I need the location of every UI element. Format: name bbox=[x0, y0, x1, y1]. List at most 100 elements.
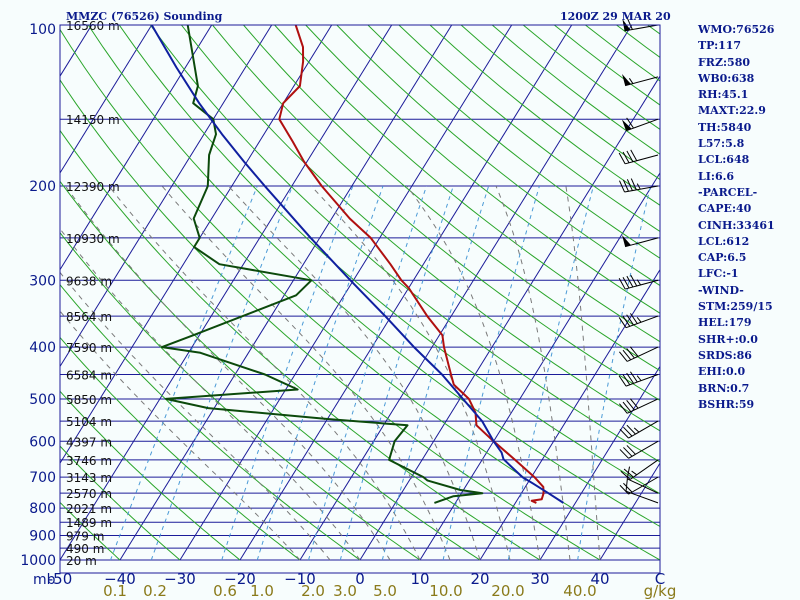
dry-adiabat-line bbox=[60, 231, 421, 561]
wind-barb bbox=[619, 346, 659, 362]
wind-barb-flag bbox=[626, 275, 634, 288]
temperature-tick-label: 30 bbox=[530, 570, 549, 588]
wind-barb-flag bbox=[626, 424, 636, 435]
wind-barb bbox=[619, 178, 659, 193]
moist-adiabat-line bbox=[60, 271, 331, 561]
mixing-ratio-line bbox=[577, 185, 651, 561]
mixing-ratio-line bbox=[256, 185, 384, 561]
sounding-index: LI:6.6 bbox=[698, 169, 735, 183]
dry-adiabat-line bbox=[60, 336, 301, 561]
temperature-unit-label: C bbox=[655, 570, 665, 588]
sounding-index: BSHR:59 bbox=[698, 397, 755, 411]
dry-adiabat-line bbox=[243, 25, 660, 372]
height-label: 7590 m bbox=[66, 341, 112, 355]
dry-adiabat-line bbox=[212, 25, 660, 401]
wind-barb-pennant bbox=[622, 235, 631, 247]
dry-adiabat-line bbox=[305, 25, 660, 314]
wind-barb-half-flag bbox=[636, 375, 642, 381]
wind-barb bbox=[619, 420, 659, 439]
wind-barb-flag bbox=[618, 278, 626, 290]
sounding-index: WMO:76526 bbox=[698, 23, 775, 36]
sounding-index: CINH:33461 bbox=[698, 218, 775, 232]
sounding-index: LCL:612 bbox=[698, 234, 750, 248]
isotherm-line bbox=[479, 268, 660, 561]
mixing-ratio-line bbox=[339, 185, 454, 561]
dry-adiabat-line bbox=[274, 25, 660, 343]
height-label: 9638 m bbox=[66, 274, 112, 288]
wind-barb-half-flag bbox=[633, 427, 640, 433]
height-label: 3143 m bbox=[66, 471, 112, 485]
mixing-ratio-label: 0.6 bbox=[213, 582, 237, 600]
parcel-profile-line bbox=[150, 25, 564, 504]
wind-barb bbox=[620, 459, 659, 480]
pressure-tick-label: 300 bbox=[29, 273, 56, 289]
pressure-tick-label: 200 bbox=[29, 179, 56, 195]
wind-barb-pennant bbox=[622, 74, 631, 86]
moist-adiabat-line bbox=[228, 185, 481, 561]
temperature-tick-label: 0 bbox=[355, 570, 365, 588]
height-label: 2570 m bbox=[66, 487, 112, 501]
pressure-tick-label: 600 bbox=[29, 434, 56, 450]
dry-adiabat-line bbox=[60, 129, 541, 561]
height-label: 14150 m bbox=[66, 113, 120, 127]
wind-barb-staff bbox=[625, 373, 659, 387]
moist-adiabat-line bbox=[108, 185, 421, 561]
wind-barb bbox=[618, 371, 659, 387]
sounding-index: CAP:6.5 bbox=[698, 251, 747, 265]
wind-barb bbox=[619, 440, 659, 459]
height-label: 5104 m bbox=[66, 415, 112, 429]
mixing-ratio-line bbox=[442, 185, 540, 561]
pressure-tick-label: 1000 bbox=[20, 553, 56, 569]
height-label: 16560 m bbox=[66, 19, 120, 33]
wind-barb-flag bbox=[626, 400, 635, 411]
dry-adiabat-line bbox=[367, 25, 660, 259]
wind-barb-staff bbox=[625, 279, 659, 290]
mixing-ratio-line bbox=[507, 185, 594, 561]
wind-barb-flag bbox=[630, 149, 638, 161]
wind-barb-flag bbox=[622, 349, 632, 361]
wind-barb-flag bbox=[626, 314, 634, 326]
wind-barb-half-flag bbox=[636, 183, 641, 190]
pressure-tick-label: 400 bbox=[29, 340, 56, 356]
height-label: 6584 m bbox=[66, 368, 112, 382]
wind-barb bbox=[625, 478, 659, 504]
dry-adiabat-line bbox=[60, 28, 660, 561]
sounding-index: RH:45.1 bbox=[698, 88, 749, 102]
sounding-indices-panel: WMO:76526 TP:117 FRZ:580 WB0:638 RH:45.1 MAXT… bbox=[698, 22, 798, 413]
wind-barb-half-flag bbox=[631, 470, 637, 476]
sounding-index: SRDS:86 bbox=[698, 348, 752, 362]
wind-barb bbox=[619, 398, 659, 414]
wind-barb-flag bbox=[622, 401, 632, 412]
wind-barb-flag bbox=[622, 179, 629, 192]
wind-barb-flag bbox=[620, 470, 631, 480]
mixing-ratio-label: 3.0 bbox=[333, 582, 357, 600]
wind-barb bbox=[618, 274, 659, 290]
wind-barb-flag bbox=[629, 313, 638, 324]
valid-time: 1200Z 29 MAR 20 bbox=[560, 10, 671, 23]
wind-barb-flag bbox=[622, 315, 631, 327]
wind-barb-staff bbox=[625, 315, 659, 329]
height-label: 979 m bbox=[66, 530, 104, 544]
dry-adiabat-line bbox=[60, 445, 181, 561]
height-label: 8564 m bbox=[66, 310, 112, 324]
wind-barb-flag bbox=[623, 468, 634, 478]
dry-adiabat-line bbox=[60, 180, 481, 561]
isotherm-line bbox=[359, 75, 660, 561]
isotherm-line bbox=[239, 25, 573, 561]
wind-barb-staff bbox=[625, 118, 659, 132]
height-label: 10930 m bbox=[66, 232, 120, 246]
wind-barb-flag bbox=[622, 151, 630, 164]
moist-adiabat-line bbox=[565, 186, 601, 561]
height-label: 1489 m bbox=[66, 516, 112, 530]
mixing-ratio-label: 40.0 bbox=[563, 582, 596, 600]
sounding-index: MAXT:22.9 bbox=[698, 104, 766, 118]
wind-barb-flag bbox=[622, 276, 630, 289]
plot-frame bbox=[59, 24, 661, 574]
wind-barb-flag bbox=[619, 180, 625, 193]
dry-adiabat-line bbox=[60, 283, 361, 561]
sounding-index: STM:259/15 bbox=[698, 300, 773, 314]
moist-adiabat-line bbox=[64, 185, 391, 561]
wind-barb-flag bbox=[626, 179, 633, 191]
